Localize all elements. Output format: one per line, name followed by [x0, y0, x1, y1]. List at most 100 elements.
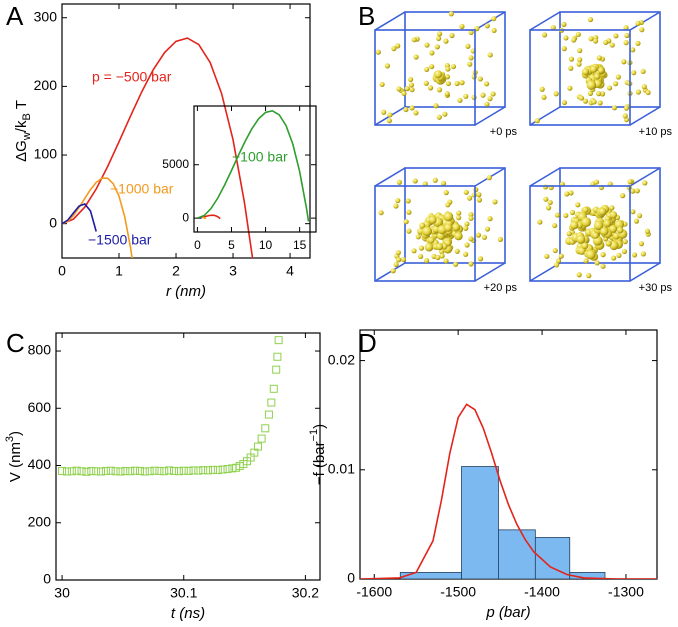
point — [97, 467, 106, 476]
y-tick-label: 0.02 — [328, 351, 355, 367]
particle — [616, 252, 622, 258]
particle — [575, 202, 581, 208]
particle — [436, 114, 442, 120]
panel-letter: D — [358, 328, 377, 358]
particle — [413, 54, 419, 60]
particle — [473, 187, 479, 193]
particle — [611, 255, 617, 261]
particle — [456, 215, 462, 221]
particle — [459, 23, 465, 30]
particle — [534, 118, 540, 124]
cube-edge — [559, 11, 661, 108]
series-label: p = −500 bar — [92, 69, 172, 85]
particle — [638, 241, 645, 247]
particle — [609, 42, 615, 48]
histogram-bar — [461, 466, 499, 579]
particle — [471, 94, 477, 100]
label-part: 3 — [4, 436, 16, 442]
point — [116, 467, 125, 476]
particle — [612, 81, 619, 87]
particle — [630, 209, 636, 215]
cluster — [576, 234, 586, 244]
label-part: ) — [7, 431, 24, 436]
point — [92, 467, 101, 476]
particle — [464, 221, 470, 227]
point — [218, 465, 227, 474]
particle — [453, 261, 459, 267]
particle — [635, 89, 642, 95]
particle — [411, 248, 417, 254]
particle — [415, 234, 421, 240]
cluster — [444, 223, 453, 232]
point — [145, 467, 154, 476]
particle — [620, 193, 626, 199]
particle — [547, 199, 553, 206]
particle — [463, 93, 469, 99]
point — [261, 424, 270, 433]
cube-edge — [374, 185, 476, 282]
panel-letter: B — [358, 1, 375, 31]
cube-edge — [474, 11, 506, 31]
particle — [477, 76, 483, 82]
point — [264, 410, 273, 419]
x-tick-label: -1400 — [524, 584, 560, 600]
particle — [561, 21, 567, 27]
cluster — [597, 67, 605, 74]
point — [272, 365, 281, 374]
particle — [481, 234, 488, 240]
particle — [418, 245, 425, 251]
particle — [623, 40, 629, 46]
particle — [587, 16, 594, 23]
particle — [463, 189, 469, 195]
point — [194, 466, 203, 475]
particle — [576, 61, 582, 67]
cluster — [609, 224, 618, 233]
point — [77, 467, 86, 476]
y-axis-label: V (nm3) — [4, 431, 24, 482]
particle — [561, 46, 567, 52]
cube-edge — [374, 29, 476, 126]
label-part: w — [21, 132, 33, 141]
particle — [542, 184, 549, 190]
point — [58, 466, 67, 475]
particle — [477, 256, 484, 262]
y-tick-label: 0 — [347, 570, 355, 586]
series-label: −1500 bar — [88, 232, 152, 248]
particle — [537, 219, 543, 225]
particle — [568, 65, 574, 71]
particle — [404, 86, 410, 92]
point — [72, 466, 81, 475]
particle — [454, 248, 460, 254]
particle — [440, 180, 447, 186]
cluster — [590, 65, 598, 73]
particle — [613, 33, 619, 39]
particle — [631, 252, 638, 258]
particle — [566, 231, 572, 237]
particle — [615, 74, 621, 80]
particle — [459, 80, 465, 86]
particle — [484, 226, 491, 232]
particle — [436, 87, 443, 93]
cluster — [454, 231, 463, 241]
particle — [401, 90, 407, 97]
cluster — [443, 211, 454, 222]
cluster — [612, 232, 620, 240]
cluster — [614, 219, 625, 230]
point — [150, 466, 159, 475]
particle — [434, 44, 440, 50]
cube-edge — [529, 11, 561, 31]
point — [257, 434, 266, 443]
x-tick-label: 10 — [259, 238, 273, 252]
cluster — [593, 220, 604, 231]
particle — [577, 57, 583, 63]
y-tick-label: 0 — [43, 571, 51, 587]
point — [165, 466, 174, 475]
particle — [444, 74, 450, 80]
cube-edge — [529, 167, 561, 187]
point — [111, 467, 120, 476]
particle — [409, 87, 415, 93]
x-tick-label: 0 — [58, 263, 66, 279]
particle — [611, 105, 618, 111]
snapshot-time: +20 ps — [484, 282, 518, 294]
x-tick-label: -1300 — [608, 584, 644, 600]
